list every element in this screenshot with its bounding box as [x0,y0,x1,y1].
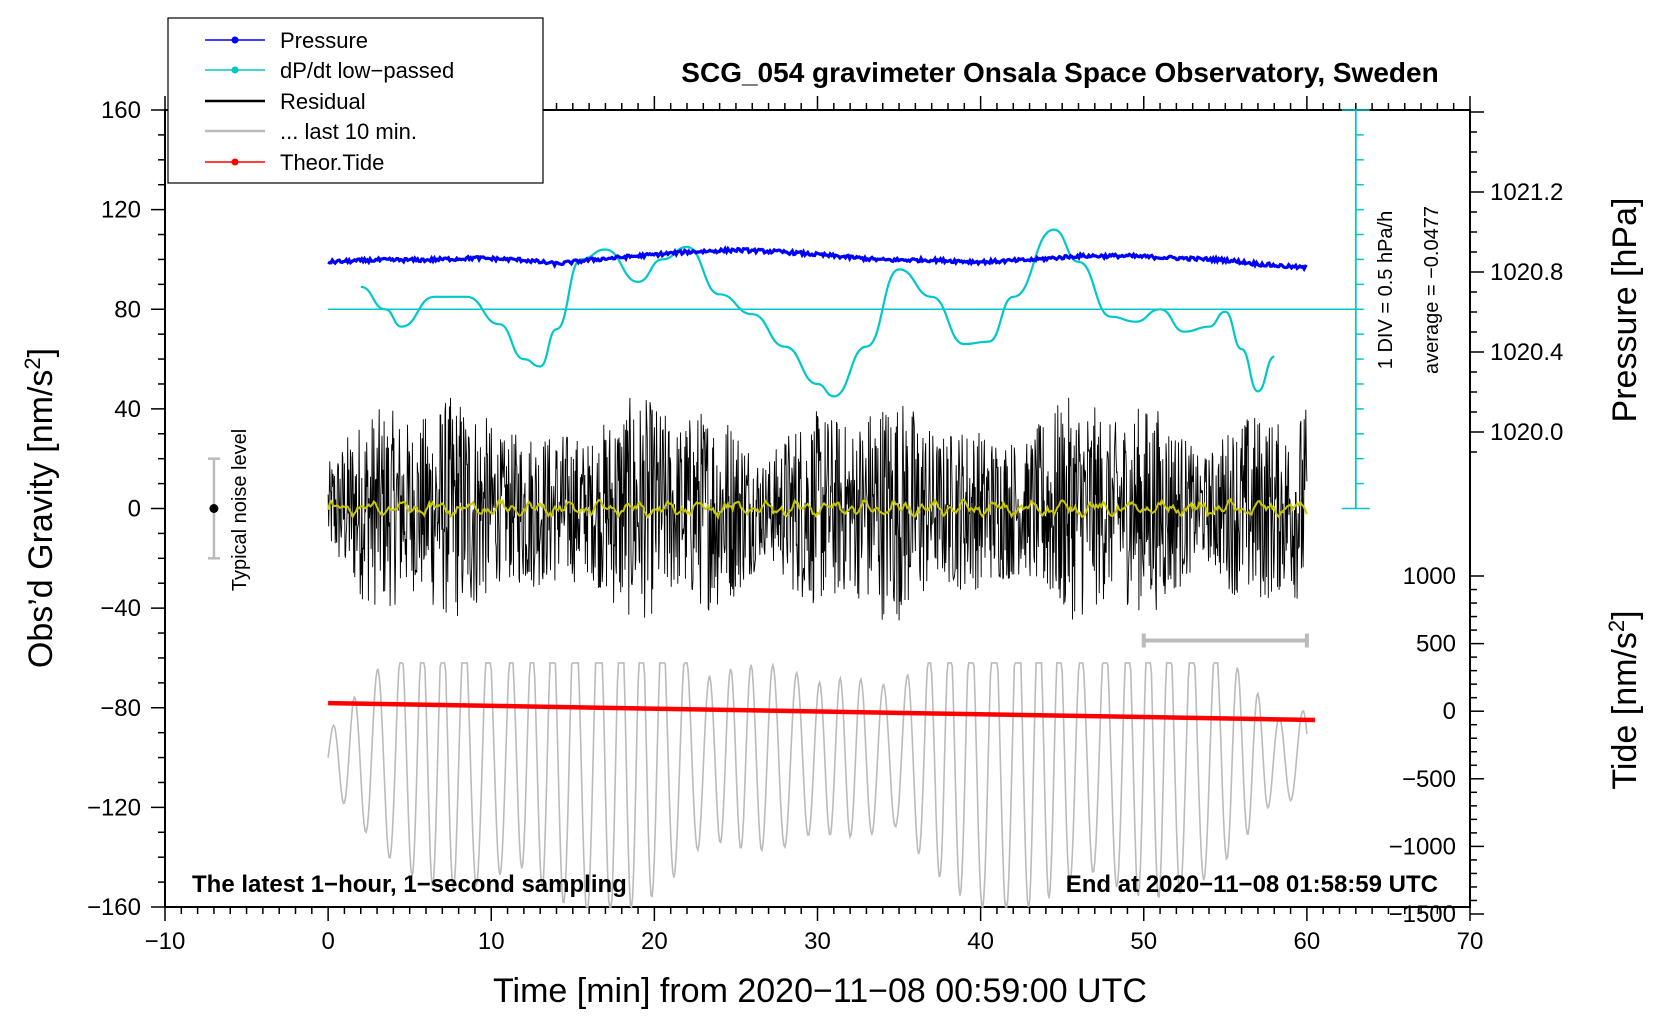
tide-tick-label: −1000 [1389,833,1456,860]
x-tick-label: 20 [641,928,668,955]
tide-tick-label: 0 [1443,698,1456,725]
x-tick-label: 0 [321,928,334,955]
y-axis-title-left-end: ] [22,348,60,357]
y-axis-title-tide-sup: 2 [1604,620,1629,632]
legend-label-residual: Residual [280,89,366,114]
last10-series-line [327,662,1308,909]
legend-label-pressure: Pressure [280,28,368,53]
y-axis-title-left: Obs’d Gravity [nm/s2] [20,348,60,668]
x-tick-label: 50 [1130,928,1157,955]
x-tick-label: 70 [1457,928,1484,955]
y-tick-label: 0 [128,496,141,523]
scale-bar-div-label: 1 DIV = 0.5 hPa/h [1375,211,1397,369]
y-axis-title-left-sup: 2 [20,357,45,369]
noise-level-label: Typical noise level [229,429,251,591]
y-tick-label: −80 [100,695,141,722]
y-axis-title-tide-main: Tide [nm/s [1606,632,1644,789]
y-axis-title-left-main: Obs’d Gravity [nm/s [22,370,60,669]
y-axis-title-tide: Tide [nm/s2] [1604,610,1644,789]
legend-label-dpdt: dP/dt low−passed [280,58,454,83]
legend-dot-pressure [231,36,239,44]
noise-bar-dot [209,504,219,513]
legend-label-last10: ... last 10 min. [280,119,417,144]
y-tick-label: −40 [100,595,141,622]
tide-series-line [328,700,1316,723]
tide-tick-label: −1500 [1389,901,1456,928]
y-tick-label: 120 [101,197,141,224]
note-end-time: End at 2020−11−08 01:58:59 UTC [1066,871,1438,898]
x-tick-label: 60 [1294,928,1321,955]
series-group [207,109,1370,723]
y-tick-label: 40 [114,396,141,423]
x-tick-label: 10 [478,928,505,955]
y-tick-label: −120 [87,794,141,821]
residual-series-group [327,397,1308,621]
legend-dot-dpdt [231,66,239,74]
x-tick-label: 30 [804,928,831,955]
pressure-series-line [327,245,1308,273]
scale-bar-average-label: average = −0.0477 [1421,206,1443,374]
legend-label-tide: Theor.Tide [280,150,384,175]
pressure-tick-label: 1020.4 [1490,339,1563,366]
x-tick-label: 40 [967,928,994,955]
tide-tick-label: 500 [1416,631,1456,658]
y-tick-label: 80 [114,296,141,323]
chart-title: SCG_054 gravimeter Onsala Space Observat… [681,57,1438,88]
y-tick-label: −160 [87,894,141,921]
dpdt-series-line [360,228,1275,398]
pressure-tick-label: 1021.2 [1490,179,1563,206]
pressure-tick-label: 1020.0 [1490,419,1563,446]
legend: Pressure dP/dt low−passed Residual ... l… [167,17,544,184]
residual-mean-line [327,497,1308,521]
residual-series-line [327,397,1308,621]
x-axis-title: Time [min] from 2020−11−08 00:59:00 UTC [493,972,1147,1010]
x-tick-label: −10 [145,928,186,955]
tick-label-group: −10 0 10 20 30 40 50 60 70 160 120 80 40 0 −40 −80 −120 −… [87,97,1563,955]
y-axis-title-pressure: Pressure [hPa] [1606,198,1644,423]
pressure-tick-label: 1020.8 [1490,259,1563,286]
y-tick-label: 160 [101,97,141,124]
tide-tick-label: 1000 [1403,563,1456,590]
y-axis-title-tide-end: ] [1606,610,1644,619]
tide-tick-label: −500 [1402,766,1456,793]
note-latest-hour: The latest 1−hour, 1−second sampling [192,871,627,898]
tide-series-group [327,662,1308,909]
legend-dot-tide [231,158,239,166]
